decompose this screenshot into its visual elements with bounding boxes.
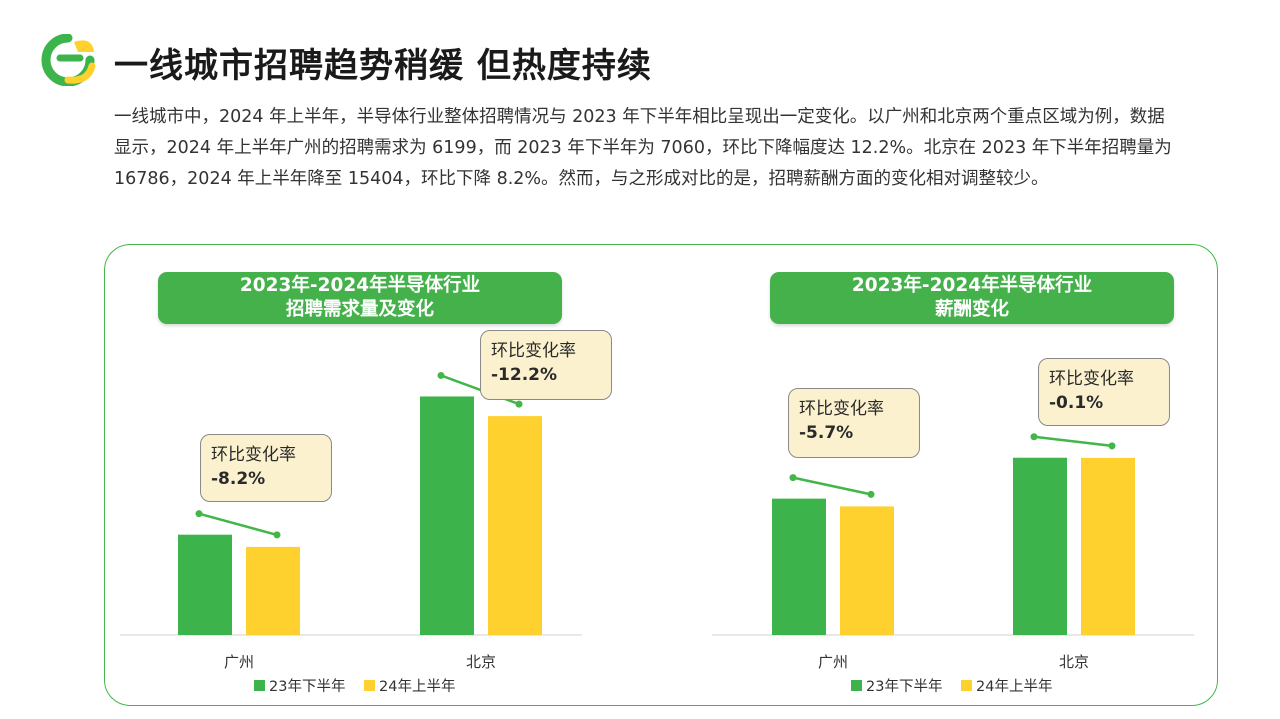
callout-beijing-salary: 环比变化率 -0.1% xyxy=(1038,358,1170,426)
change-dot-end xyxy=(1108,442,1116,450)
x-tick-label-北京: 北京 xyxy=(1059,653,1089,671)
chart-1-title-line1: 2023年-2024年半导体行业 xyxy=(239,275,481,296)
legend-label-23年下半年: 23年下半年 xyxy=(269,678,345,695)
change-dot-end xyxy=(867,490,875,498)
callout-label: 环比变化率 xyxy=(1049,369,1134,389)
change-dot-start xyxy=(195,510,203,518)
x-tick-label-北京: 北京 xyxy=(466,653,496,671)
chart-2-title-line1: 2023年-2024年半导体行业 xyxy=(851,275,1093,296)
change-dot-end xyxy=(515,400,523,408)
bar-2-北京-24年上半年 xyxy=(1081,457,1135,635)
legend-swatch-24年上半年 xyxy=(364,680,375,691)
callout-rate: -5.7% xyxy=(799,423,854,443)
chart-1-title: 2023年-2024年半导体行业 招聘需求量及变化 xyxy=(158,272,562,324)
bar-1-广州-23年下半年 xyxy=(178,534,232,635)
callout-rate: -12.2% xyxy=(491,365,558,385)
callout-rate: -8.2% xyxy=(211,469,266,489)
callout-rate: -0.1% xyxy=(1049,393,1104,413)
bar-1-北京-24年上半年 xyxy=(488,416,542,635)
bar-2-北京-23年下半年 xyxy=(1013,457,1067,635)
bar-1-广州-24年上半年 xyxy=(246,546,300,635)
legend-swatch-24年上半年 xyxy=(961,680,972,691)
chart-2-title-line2: 薪酬变化 xyxy=(934,299,1009,320)
legend-label-24年上半年: 24年上半年 xyxy=(976,678,1052,695)
bar-2-广州-24年上半年 xyxy=(840,506,894,635)
change-dot-start xyxy=(789,474,797,482)
chart-panel xyxy=(104,244,1218,706)
brand-logo-icon xyxy=(41,34,96,86)
change-dot-end xyxy=(273,531,281,539)
bar-2-广州-23年下半年 xyxy=(772,498,826,635)
change-dot-start xyxy=(1030,433,1038,441)
callout-label: 环比变化率 xyxy=(491,341,576,361)
x-tick-label-广州: 广州 xyxy=(818,653,848,671)
change-dot-start xyxy=(437,371,445,379)
legend-swatch-23年下半年 xyxy=(851,680,862,691)
callout-guangzhou-demand: 环比变化率 -8.2% xyxy=(200,434,332,502)
legend-label-23年下半年: 23年下半年 xyxy=(866,678,942,695)
intro-paragraph: 一线城市中，2024 年上半年，半导体行业整体招聘情况与 2023 年下半年相比… xyxy=(114,107,1172,189)
change-line-2-北京 xyxy=(1033,435,1113,448)
page-title: 一线城市招聘趋势稍缓 但热度持续 xyxy=(114,46,652,86)
callout-label: 环比变化率 xyxy=(799,399,884,419)
chart-2-title: 2023年-2024年半导体行业 薪酬变化 xyxy=(770,272,1174,324)
callout-beijing-demand: 环比变化率 -12.2% xyxy=(480,330,612,400)
change-line-2-广州 xyxy=(792,476,872,496)
bar-1-北京-23年下半年 xyxy=(420,396,474,635)
chart-1-title-line2: 招聘需求量及变化 xyxy=(285,299,434,320)
callout-guangzhou-salary: 环比变化率 -5.7% xyxy=(788,388,920,458)
change-line-1-广州 xyxy=(198,512,278,537)
callout-label: 环比变化率 xyxy=(211,445,296,465)
legend-swatch-23年下半年 xyxy=(254,680,265,691)
x-tick-label-广州: 广州 xyxy=(224,653,254,671)
legend-label-24年上半年: 24年上半年 xyxy=(379,678,455,695)
